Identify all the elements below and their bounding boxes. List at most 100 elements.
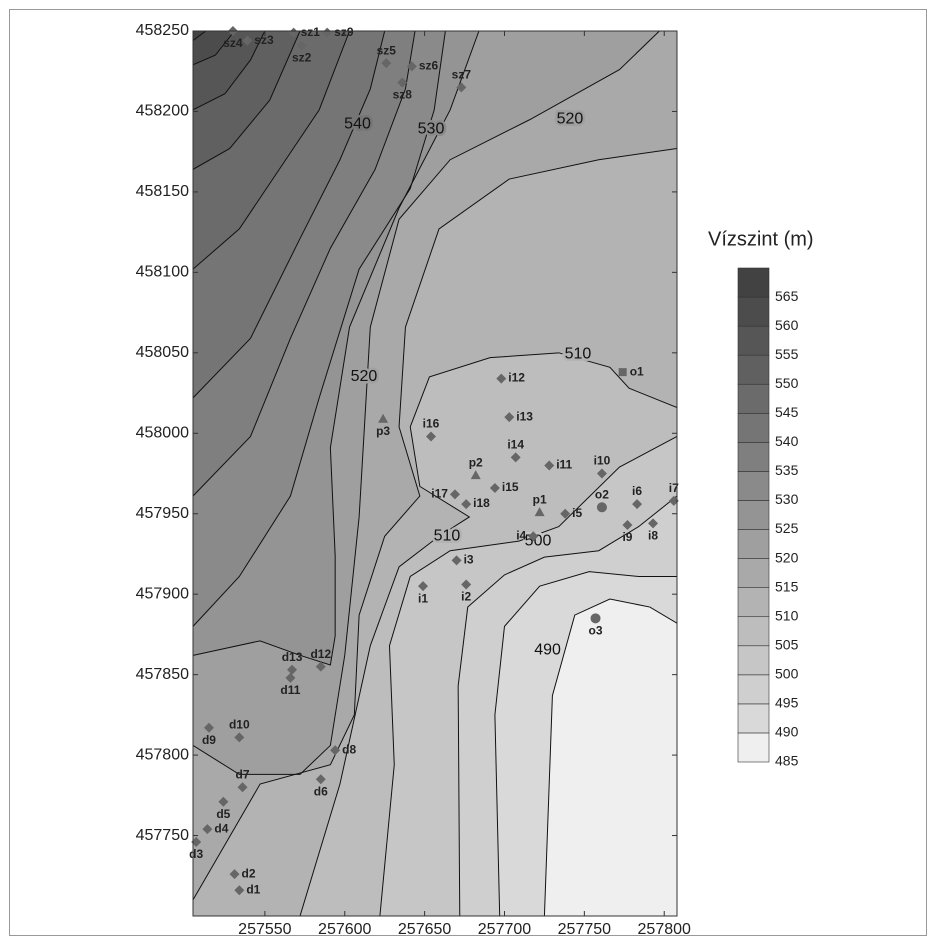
colorbar-band <box>737 587 770 618</box>
well-marker <box>322 27 333 38</box>
well-marker <box>202 824 213 835</box>
y-tick-label: 457850 <box>136 666 189 683</box>
colorbar-label: 505 <box>775 636 799 652</box>
y-tick-label: 458150 <box>136 183 189 200</box>
well-label: p2 <box>469 455 483 469</box>
well-marker <box>397 77 408 88</box>
well-label: sz1 <box>301 25 321 39</box>
colorbar-label: 550 <box>775 375 799 391</box>
colorbar-band <box>737 703 770 734</box>
well-label: o1 <box>630 364 644 378</box>
contour-line <box>494 571 677 916</box>
well-marker <box>544 460 555 471</box>
contour-line <box>193 31 660 775</box>
x-tick-label: 257600 <box>318 921 371 938</box>
well-marker <box>285 672 296 683</box>
well-marker <box>330 745 341 756</box>
y-tick-label: 458250 <box>136 22 189 39</box>
contour-line <box>193 31 351 270</box>
well-label: d13 <box>282 650 303 664</box>
well-marker <box>622 519 633 530</box>
y-tick-label: 457900 <box>136 585 189 602</box>
contour-label: 540 <box>344 116 371 133</box>
well-marker <box>296 40 307 51</box>
well-marker <box>648 518 659 529</box>
colorbar-label: 535 <box>775 462 799 478</box>
x-tick-label: 257650 <box>398 921 451 938</box>
colorbar-label: 510 <box>775 607 799 623</box>
contour-line <box>193 31 416 497</box>
y-tick-label: 458100 <box>136 264 189 281</box>
colorbar-label: 490 <box>775 724 799 740</box>
contour-line <box>193 31 480 666</box>
overlay: sz4 sz3 sz1 sz2 sz9 sz5 sz6 sz8 sz7 p3 i16 i12 i13 i1… <box>189 25 679 897</box>
well-label: d5 <box>216 807 230 821</box>
well-label: i18 <box>473 496 490 510</box>
colorbar-band <box>737 616 770 647</box>
contour-line <box>379 436 677 916</box>
contour-label: 490 <box>534 642 561 659</box>
well-marker <box>229 869 240 880</box>
well-label: i11 <box>556 458 572 472</box>
well-label: i12 <box>508 371 525 385</box>
well-label: d12 <box>310 647 331 661</box>
well-marker <box>528 531 539 542</box>
well-label: i9 <box>622 530 632 544</box>
colorbar-label: 515 <box>775 578 799 594</box>
well-marker <box>378 413 389 423</box>
colorbar-label: 520 <box>775 549 799 565</box>
well-marker <box>237 782 248 793</box>
colorbar-band <box>737 674 770 705</box>
well-label: sz4 <box>223 36 243 50</box>
contour-line <box>193 31 207 42</box>
well-label: sz6 <box>419 59 439 73</box>
well-label: d8 <box>342 742 356 756</box>
colorbar-label: 540 <box>775 433 799 449</box>
well-label: d11 <box>280 683 300 697</box>
contour-line <box>193 31 446 627</box>
well-marker <box>287 664 298 675</box>
y-tick-label: 458050 <box>136 344 189 361</box>
well-marker <box>203 722 214 733</box>
well-marker <box>234 732 245 743</box>
y-tick-label: 457950 <box>136 505 189 522</box>
well-marker <box>218 796 229 807</box>
well-marker <box>504 412 515 423</box>
well-label: p1 <box>533 492 547 506</box>
contour-line <box>543 598 677 916</box>
well-label: d3 <box>189 847 203 861</box>
x-tick-label: 257800 <box>638 921 691 938</box>
well-label: d2 <box>242 866 256 880</box>
well-marker <box>315 661 326 672</box>
contour-line <box>193 31 235 66</box>
well-marker <box>489 482 500 493</box>
well-marker <box>381 58 392 69</box>
colorbar-label: 545 <box>775 404 799 420</box>
colorbar-label: 565 <box>775 288 799 304</box>
plot-frame <box>192 30 678 917</box>
x-tick-label: 257750 <box>558 921 611 938</box>
colorbar-band <box>737 529 770 559</box>
well-marker <box>560 508 571 519</box>
colorbar-band <box>737 645 770 676</box>
well-label: sz8 <box>393 88 413 102</box>
contour-label: 520 <box>351 368 378 385</box>
colorbar-label: 500 <box>775 666 799 682</box>
colorbar-band <box>737 412 770 443</box>
colorbar-band <box>737 732 770 763</box>
well-marker <box>451 555 462 566</box>
well-marker <box>596 502 607 513</box>
x-tick-label: 257700 <box>478 921 531 938</box>
x-tick-label: 257550 <box>238 921 291 938</box>
colorbar-title: Vízszint (m) <box>708 228 814 250</box>
colorbar-band <box>737 471 770 501</box>
well-label: o2 <box>595 487 609 501</box>
well-label: i15 <box>502 480 519 494</box>
well-marker <box>470 470 481 480</box>
well-marker <box>618 368 627 377</box>
well-marker <box>590 613 601 624</box>
contour-label: 510 <box>434 527 461 544</box>
contour-line <box>193 147 677 901</box>
well-label: i5 <box>572 506 582 520</box>
